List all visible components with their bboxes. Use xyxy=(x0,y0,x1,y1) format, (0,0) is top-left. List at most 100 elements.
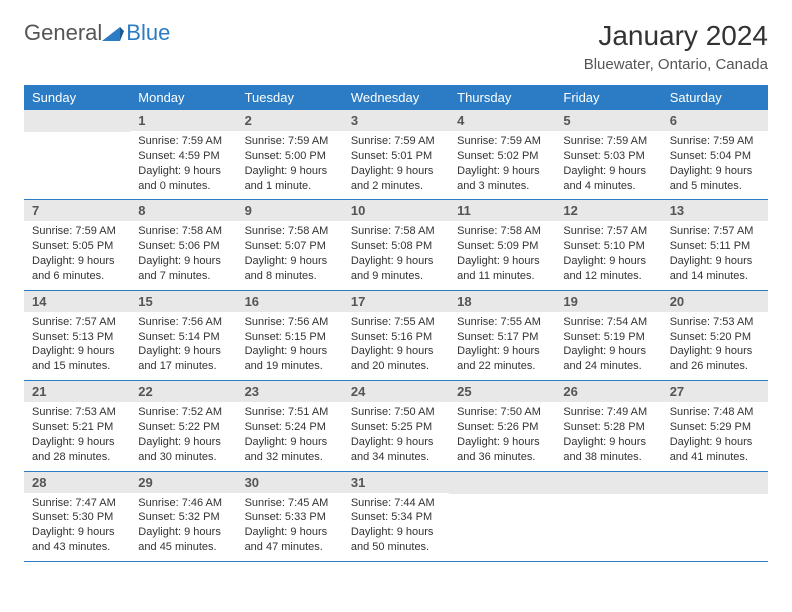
empty-day-header xyxy=(662,472,768,494)
day-number: 27 xyxy=(662,381,768,402)
day-number: 26 xyxy=(555,381,661,402)
day-number: 1 xyxy=(130,110,236,131)
day-details: Sunrise: 7:57 AMSunset: 5:11 PMDaylight:… xyxy=(662,221,768,289)
day-number: 2 xyxy=(237,110,343,131)
header: General Blue January 2024 Bluewater, Ont… xyxy=(24,20,768,73)
calendar-cell: 29Sunrise: 7:46 AMSunset: 5:32 PMDayligh… xyxy=(130,471,236,561)
day-number: 20 xyxy=(662,291,768,312)
day-number: 12 xyxy=(555,200,661,221)
day-details: Sunrise: 7:53 AMSunset: 5:20 PMDaylight:… xyxy=(662,312,768,380)
calendar-cell: 30Sunrise: 7:45 AMSunset: 5:33 PMDayligh… xyxy=(237,471,343,561)
calendar-row: 28Sunrise: 7:47 AMSunset: 5:30 PMDayligh… xyxy=(24,471,768,561)
weekday-header-row: SundayMondayTuesdayWednesdayThursdayFrid… xyxy=(24,85,768,110)
weekday-header: Friday xyxy=(555,85,661,110)
day-number: 17 xyxy=(343,291,449,312)
calendar-row: 21Sunrise: 7:53 AMSunset: 5:21 PMDayligh… xyxy=(24,381,768,471)
calendar-cell: 26Sunrise: 7:49 AMSunset: 5:28 PMDayligh… xyxy=(555,381,661,471)
calendar-cell: 21Sunrise: 7:53 AMSunset: 5:21 PMDayligh… xyxy=(24,381,130,471)
calendar-cell: 16Sunrise: 7:56 AMSunset: 5:15 PMDayligh… xyxy=(237,290,343,380)
day-details: Sunrise: 7:53 AMSunset: 5:21 PMDaylight:… xyxy=(24,402,130,470)
day-details: Sunrise: 7:57 AMSunset: 5:10 PMDaylight:… xyxy=(555,221,661,289)
calendar-row: 14Sunrise: 7:57 AMSunset: 5:13 PMDayligh… xyxy=(24,290,768,380)
calendar-row: 1Sunrise: 7:59 AMSunset: 4:59 PMDaylight… xyxy=(24,110,768,200)
calendar-cell: 18Sunrise: 7:55 AMSunset: 5:17 PMDayligh… xyxy=(449,290,555,380)
calendar-cell xyxy=(449,471,555,561)
day-number: 18 xyxy=(449,291,555,312)
day-details: Sunrise: 7:59 AMSunset: 5:04 PMDaylight:… xyxy=(662,131,768,199)
month-title: January 2024 xyxy=(584,20,768,52)
calendar-cell: 23Sunrise: 7:51 AMSunset: 5:24 PMDayligh… xyxy=(237,381,343,471)
day-details: Sunrise: 7:46 AMSunset: 5:32 PMDaylight:… xyxy=(130,493,236,561)
calendar-row: 7Sunrise: 7:59 AMSunset: 5:05 PMDaylight… xyxy=(24,200,768,290)
empty-day-header xyxy=(24,110,130,132)
weekday-header: Sunday xyxy=(24,85,130,110)
logo-text-general: General xyxy=(24,20,102,46)
logo-triangle-icon xyxy=(102,25,124,41)
calendar-cell: 20Sunrise: 7:53 AMSunset: 5:20 PMDayligh… xyxy=(662,290,768,380)
calendar-cell: 3Sunrise: 7:59 AMSunset: 5:01 PMDaylight… xyxy=(343,110,449,200)
day-number: 25 xyxy=(449,381,555,402)
day-number: 15 xyxy=(130,291,236,312)
day-details: Sunrise: 7:52 AMSunset: 5:22 PMDaylight:… xyxy=(130,402,236,470)
day-details: Sunrise: 7:49 AMSunset: 5:28 PMDaylight:… xyxy=(555,402,661,470)
day-number: 11 xyxy=(449,200,555,221)
empty-day-header xyxy=(449,472,555,494)
day-details: Sunrise: 7:47 AMSunset: 5:30 PMDaylight:… xyxy=(24,493,130,561)
title-block: January 2024 Bluewater, Ontario, Canada xyxy=(584,20,768,73)
weekday-header: Saturday xyxy=(662,85,768,110)
day-details: Sunrise: 7:54 AMSunset: 5:19 PMDaylight:… xyxy=(555,312,661,380)
calendar-cell xyxy=(555,471,661,561)
day-details: Sunrise: 7:59 AMSunset: 5:01 PMDaylight:… xyxy=(343,131,449,199)
day-number: 6 xyxy=(662,110,768,131)
calendar-cell: 31Sunrise: 7:44 AMSunset: 5:34 PMDayligh… xyxy=(343,471,449,561)
calendar-cell: 27Sunrise: 7:48 AMSunset: 5:29 PMDayligh… xyxy=(662,381,768,471)
day-details: Sunrise: 7:58 AMSunset: 5:08 PMDaylight:… xyxy=(343,221,449,289)
calendar-cell: 17Sunrise: 7:55 AMSunset: 5:16 PMDayligh… xyxy=(343,290,449,380)
day-details: Sunrise: 7:58 AMSunset: 5:07 PMDaylight:… xyxy=(237,221,343,289)
day-details: Sunrise: 7:58 AMSunset: 5:09 PMDaylight:… xyxy=(449,221,555,289)
day-details: Sunrise: 7:59 AMSunset: 5:02 PMDaylight:… xyxy=(449,131,555,199)
calendar-cell: 13Sunrise: 7:57 AMSunset: 5:11 PMDayligh… xyxy=(662,200,768,290)
weekday-header: Wednesday xyxy=(343,85,449,110)
day-number: 16 xyxy=(237,291,343,312)
calendar-cell: 25Sunrise: 7:50 AMSunset: 5:26 PMDayligh… xyxy=(449,381,555,471)
calendar-table: SundayMondayTuesdayWednesdayThursdayFrid… xyxy=(24,85,768,562)
calendar-cell: 24Sunrise: 7:50 AMSunset: 5:25 PMDayligh… xyxy=(343,381,449,471)
calendar-cell: 8Sunrise: 7:58 AMSunset: 5:06 PMDaylight… xyxy=(130,200,236,290)
day-details: Sunrise: 7:55 AMSunset: 5:16 PMDaylight:… xyxy=(343,312,449,380)
day-details: Sunrise: 7:59 AMSunset: 5:05 PMDaylight:… xyxy=(24,221,130,289)
calendar-cell: 5Sunrise: 7:59 AMSunset: 5:03 PMDaylight… xyxy=(555,110,661,200)
day-number: 31 xyxy=(343,472,449,493)
day-details: Sunrise: 7:59 AMSunset: 5:03 PMDaylight:… xyxy=(555,131,661,199)
calendar-cell: 22Sunrise: 7:52 AMSunset: 5:22 PMDayligh… xyxy=(130,381,236,471)
day-details: Sunrise: 7:57 AMSunset: 5:13 PMDaylight:… xyxy=(24,312,130,380)
calendar-cell: 14Sunrise: 7:57 AMSunset: 5:13 PMDayligh… xyxy=(24,290,130,380)
empty-day-header xyxy=(555,472,661,494)
day-details: Sunrise: 7:59 AMSunset: 5:00 PMDaylight:… xyxy=(237,131,343,199)
calendar-cell: 12Sunrise: 7:57 AMSunset: 5:10 PMDayligh… xyxy=(555,200,661,290)
calendar-cell: 2Sunrise: 7:59 AMSunset: 5:00 PMDaylight… xyxy=(237,110,343,200)
location: Bluewater, Ontario, Canada xyxy=(584,56,768,73)
calendar-cell: 10Sunrise: 7:58 AMSunset: 5:08 PMDayligh… xyxy=(343,200,449,290)
calendar-cell: 7Sunrise: 7:59 AMSunset: 5:05 PMDaylight… xyxy=(24,200,130,290)
day-number: 14 xyxy=(24,291,130,312)
day-number: 21 xyxy=(24,381,130,402)
calendar-cell: 6Sunrise: 7:59 AMSunset: 5:04 PMDaylight… xyxy=(662,110,768,200)
day-number: 5 xyxy=(555,110,661,131)
day-details: Sunrise: 7:56 AMSunset: 5:15 PMDaylight:… xyxy=(237,312,343,380)
calendar-cell: 1Sunrise: 7:59 AMSunset: 4:59 PMDaylight… xyxy=(130,110,236,200)
calendar-body: 1Sunrise: 7:59 AMSunset: 4:59 PMDaylight… xyxy=(24,110,768,561)
calendar-cell xyxy=(662,471,768,561)
day-number: 22 xyxy=(130,381,236,402)
day-details: Sunrise: 7:56 AMSunset: 5:14 PMDaylight:… xyxy=(130,312,236,380)
day-number: 13 xyxy=(662,200,768,221)
day-number: 9 xyxy=(237,200,343,221)
day-number: 3 xyxy=(343,110,449,131)
weekday-header: Monday xyxy=(130,85,236,110)
calendar-cell: 9Sunrise: 7:58 AMSunset: 5:07 PMDaylight… xyxy=(237,200,343,290)
calendar-cell: 28Sunrise: 7:47 AMSunset: 5:30 PMDayligh… xyxy=(24,471,130,561)
day-number: 10 xyxy=(343,200,449,221)
day-number: 19 xyxy=(555,291,661,312)
day-details: Sunrise: 7:51 AMSunset: 5:24 PMDaylight:… xyxy=(237,402,343,470)
weekday-header: Tuesday xyxy=(237,85,343,110)
